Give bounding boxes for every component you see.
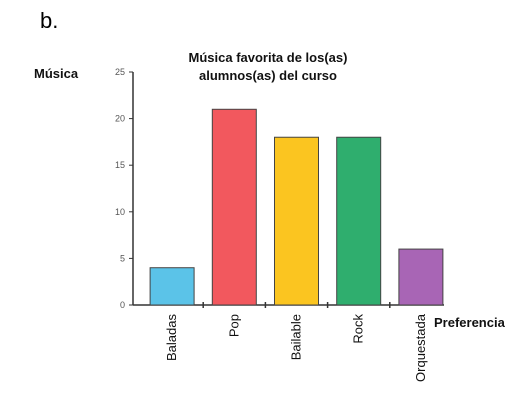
category-label-pop: Pop (226, 314, 241, 337)
y-tick-group: 0 5 10 15 20 25 (115, 67, 133, 310)
bar-orquestada (398, 248, 444, 306)
y-tick-label: 20 (115, 114, 125, 124)
category-label-orquestada: Orquestada (413, 313, 428, 382)
y-tick-label: 10 (115, 207, 125, 217)
bar-bailable (274, 136, 319, 306)
y-tick-label: 25 (115, 67, 125, 77)
x-tick-group (202, 302, 391, 308)
category-label-baladas: Baladas (164, 314, 179, 361)
bar-pop (211, 108, 257, 306)
category-label-group: Baladas Pop Bailable Rock Orquestada (164, 313, 428, 382)
bar-baladas (149, 267, 195, 306)
chart-title-line-2: alumnos(as) del curso (199, 68, 337, 83)
y-tick-label: 5 (120, 253, 125, 263)
panel-label: b. (40, 8, 58, 33)
category-label-bailable: Bailable (289, 314, 304, 360)
y-axis-label: Música (34, 66, 79, 81)
y-tick-label: 15 (115, 160, 125, 170)
chart-title-line-1: Música favorita de los(as) (189, 50, 348, 65)
y-tick-label: 0 (120, 300, 125, 310)
bar-group (149, 108, 444, 306)
x-axis-label: Preferencia (434, 315, 506, 330)
bar-rock (336, 136, 382, 306)
category-label-rock: Rock (351, 314, 366, 344)
